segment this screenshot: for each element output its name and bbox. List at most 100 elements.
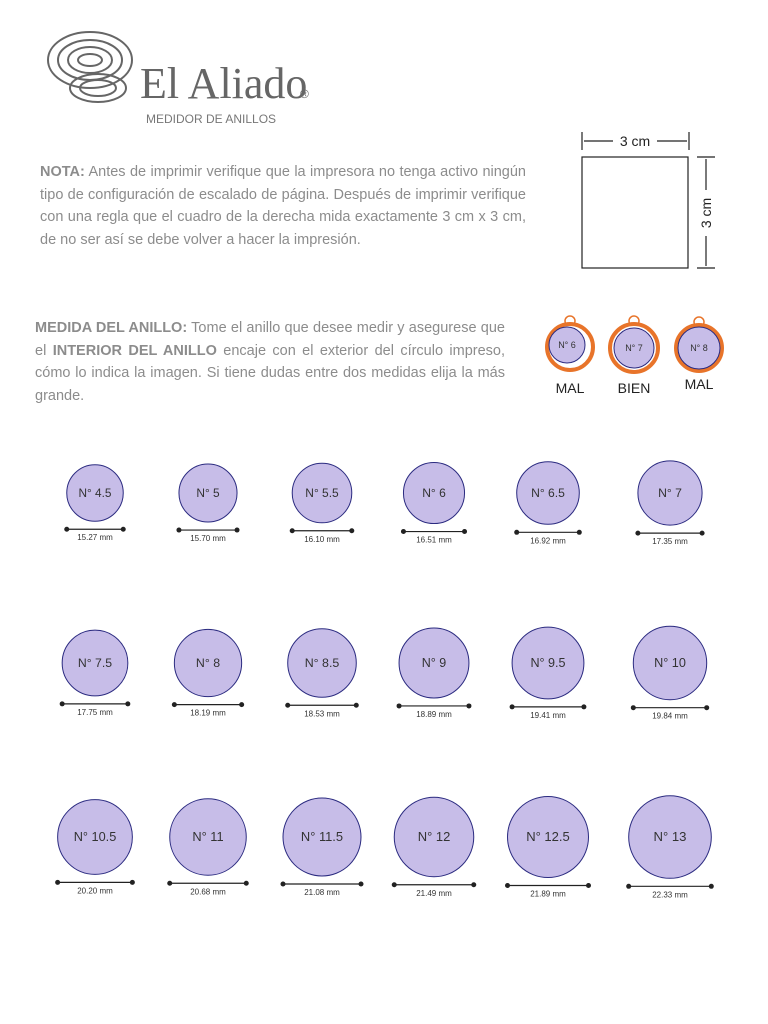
ring-circle xyxy=(398,627,470,699)
ring-circle xyxy=(61,629,129,697)
measure-dot xyxy=(353,702,359,708)
logo-wing xyxy=(47,31,133,103)
example-circle xyxy=(677,326,721,370)
note-label: NOTA: xyxy=(40,164,85,180)
measure-dot xyxy=(55,879,61,885)
measure-dot xyxy=(289,528,295,534)
ring-circle xyxy=(402,461,466,525)
measure-label: 21.08 mm xyxy=(304,888,340,897)
measure-label: 18.53 mm xyxy=(304,709,340,718)
measure-label: 18.19 mm xyxy=(190,709,226,718)
measure-dot xyxy=(576,529,582,535)
note: NOTA: Antes de imprimir verifique que la… xyxy=(40,161,526,251)
measure-dot xyxy=(59,701,65,707)
example-label: N° 6 xyxy=(558,340,576,350)
ring-circle xyxy=(57,799,133,875)
ring-circle xyxy=(291,462,353,524)
measure-dot xyxy=(120,526,126,532)
ring-circle xyxy=(507,796,589,878)
note-text: Antes de imprimir verifique que la impre… xyxy=(40,164,526,248)
measure-dot xyxy=(167,880,173,886)
measure-label: 15.27 mm xyxy=(77,533,113,542)
ring-label: N° 4.5 xyxy=(79,486,112,500)
ring-label: N° 11.5 xyxy=(301,829,343,844)
ring-circle xyxy=(169,798,247,876)
measure-dot xyxy=(462,529,468,535)
measure-dot xyxy=(466,703,472,709)
measure-dot xyxy=(243,880,249,886)
measure-dot xyxy=(129,879,135,885)
measure-dot xyxy=(630,705,636,711)
measure-dot xyxy=(581,704,587,710)
ring-label: N° 10 xyxy=(654,656,686,670)
measure-label: 20.20 mm xyxy=(77,886,113,895)
measure-emphasis: INTERIOR DEL ANILLO xyxy=(52,342,217,359)
ring-circle xyxy=(178,463,238,523)
measure-label: 17.75 mm xyxy=(77,708,113,717)
brand: El Aliado xyxy=(140,59,307,108)
measure-dot xyxy=(285,702,291,708)
measure-dot xyxy=(509,704,515,710)
measure-dot xyxy=(704,705,710,711)
measure-label: 20.68 mm xyxy=(190,887,226,896)
ring-label: N° 5 xyxy=(196,486,220,500)
measure-dot xyxy=(280,881,286,887)
example-verdict: MAL xyxy=(685,376,714,392)
measure-label: 18.89 mm xyxy=(416,710,452,719)
example-circle xyxy=(613,327,655,369)
ring-circle xyxy=(628,795,712,879)
measure-dot xyxy=(396,703,402,709)
measure-dot xyxy=(234,527,240,533)
measure-text: Tome el anillo que desee medir y asegure… xyxy=(35,320,505,359)
measure-text: encaje con el exterior del círculo impre… xyxy=(35,342,506,404)
measure-dot xyxy=(635,530,641,536)
ring-circle xyxy=(282,797,362,877)
measure-dot xyxy=(699,530,705,536)
ring-circle xyxy=(173,628,243,698)
measure-dot xyxy=(171,702,177,708)
ring-label: N° 9.5 xyxy=(530,656,565,670)
height-label: 3 cm xyxy=(698,198,714,228)
measure-dot xyxy=(349,528,355,534)
measure-dot xyxy=(64,526,70,532)
ring-label: N° 13 xyxy=(654,829,687,844)
example-verdict: MAL xyxy=(556,380,585,396)
measure-dot xyxy=(514,529,520,535)
measure-label: 19.41 mm xyxy=(530,711,566,720)
measure-label: MEDIDA DEL ANILLO: xyxy=(35,320,188,336)
measure-dot xyxy=(239,702,245,708)
registered: ® xyxy=(300,87,309,101)
ring-circle xyxy=(287,628,357,698)
width-label: 3 cm xyxy=(620,133,650,149)
ring-label: N° 12 xyxy=(418,829,451,844)
measure-dot xyxy=(176,527,182,533)
measure-label: 21.49 mm xyxy=(416,889,452,898)
ring-label: N° 5.5 xyxy=(305,486,339,500)
measure-label: 16.10 mm xyxy=(304,535,340,544)
ring-label: N° 6.5 xyxy=(531,486,565,500)
example-verdict: BIEN xyxy=(618,380,651,396)
ring-circle xyxy=(632,625,708,701)
measure-dot xyxy=(585,882,591,888)
ring-label: N° 8 xyxy=(196,656,220,670)
ring-label: N° 8.5 xyxy=(305,656,340,670)
example-label: N° 8 xyxy=(690,343,708,353)
ring-circle xyxy=(511,626,585,700)
measure-dot xyxy=(400,529,406,535)
measure-dot xyxy=(505,882,511,888)
measure-label: 21.89 mm xyxy=(530,889,566,898)
measure-dot xyxy=(358,881,364,887)
ring-label: N° 9 xyxy=(422,656,446,670)
measure: MEDIDA DEL ANILLO: Tome el anillo que de… xyxy=(35,317,505,407)
ring-label: N° 11 xyxy=(192,829,223,844)
measure-dot xyxy=(626,883,632,889)
ring-circle xyxy=(637,460,703,526)
ring-label: N° 7 xyxy=(658,486,682,500)
ring-label: N° 6 xyxy=(422,486,446,500)
measure-dot xyxy=(471,882,477,888)
ring-circle xyxy=(393,796,475,878)
square xyxy=(581,132,715,269)
measure-label: 16.92 mm xyxy=(530,536,566,545)
